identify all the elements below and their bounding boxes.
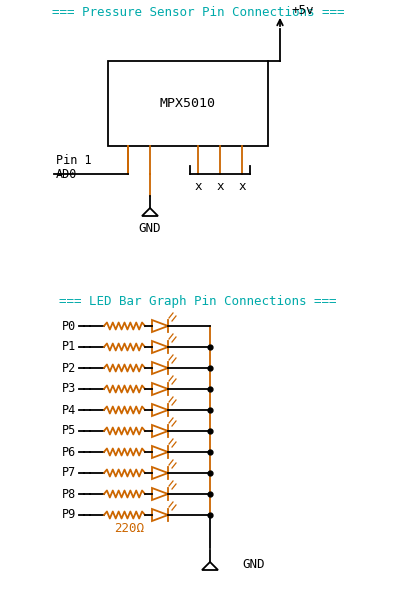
Text: P1: P1	[62, 341, 76, 353]
Text: GND: GND	[242, 558, 264, 570]
Text: P9: P9	[62, 508, 76, 522]
Text: +5v: +5v	[292, 4, 314, 18]
Text: x: x	[194, 179, 202, 193]
Text: P7: P7	[62, 467, 76, 479]
Text: x: x	[238, 179, 246, 193]
Text: x: x	[216, 179, 224, 193]
Text: === Pressure Sensor Pin Connections ===: === Pressure Sensor Pin Connections ===	[52, 5, 344, 19]
Text: Pin 1: Pin 1	[56, 153, 92, 167]
Text: P2: P2	[62, 362, 76, 375]
Text: P8: P8	[62, 487, 76, 501]
Text: MPX5010: MPX5010	[160, 97, 216, 110]
Text: GND: GND	[139, 222, 161, 235]
Bar	[108, 61, 268, 146]
Text: P0: P0	[62, 319, 76, 333]
Text: P3: P3	[62, 382, 76, 396]
Text: === LED Bar Graph Pin Connections ===: === LED Bar Graph Pin Connections ===	[59, 295, 337, 307]
Text: P4: P4	[62, 404, 76, 416]
Text: AD0: AD0	[56, 167, 77, 181]
Text: P5: P5	[62, 424, 76, 438]
Text: 220Ω: 220Ω	[114, 522, 145, 536]
Text: P6: P6	[62, 445, 76, 459]
